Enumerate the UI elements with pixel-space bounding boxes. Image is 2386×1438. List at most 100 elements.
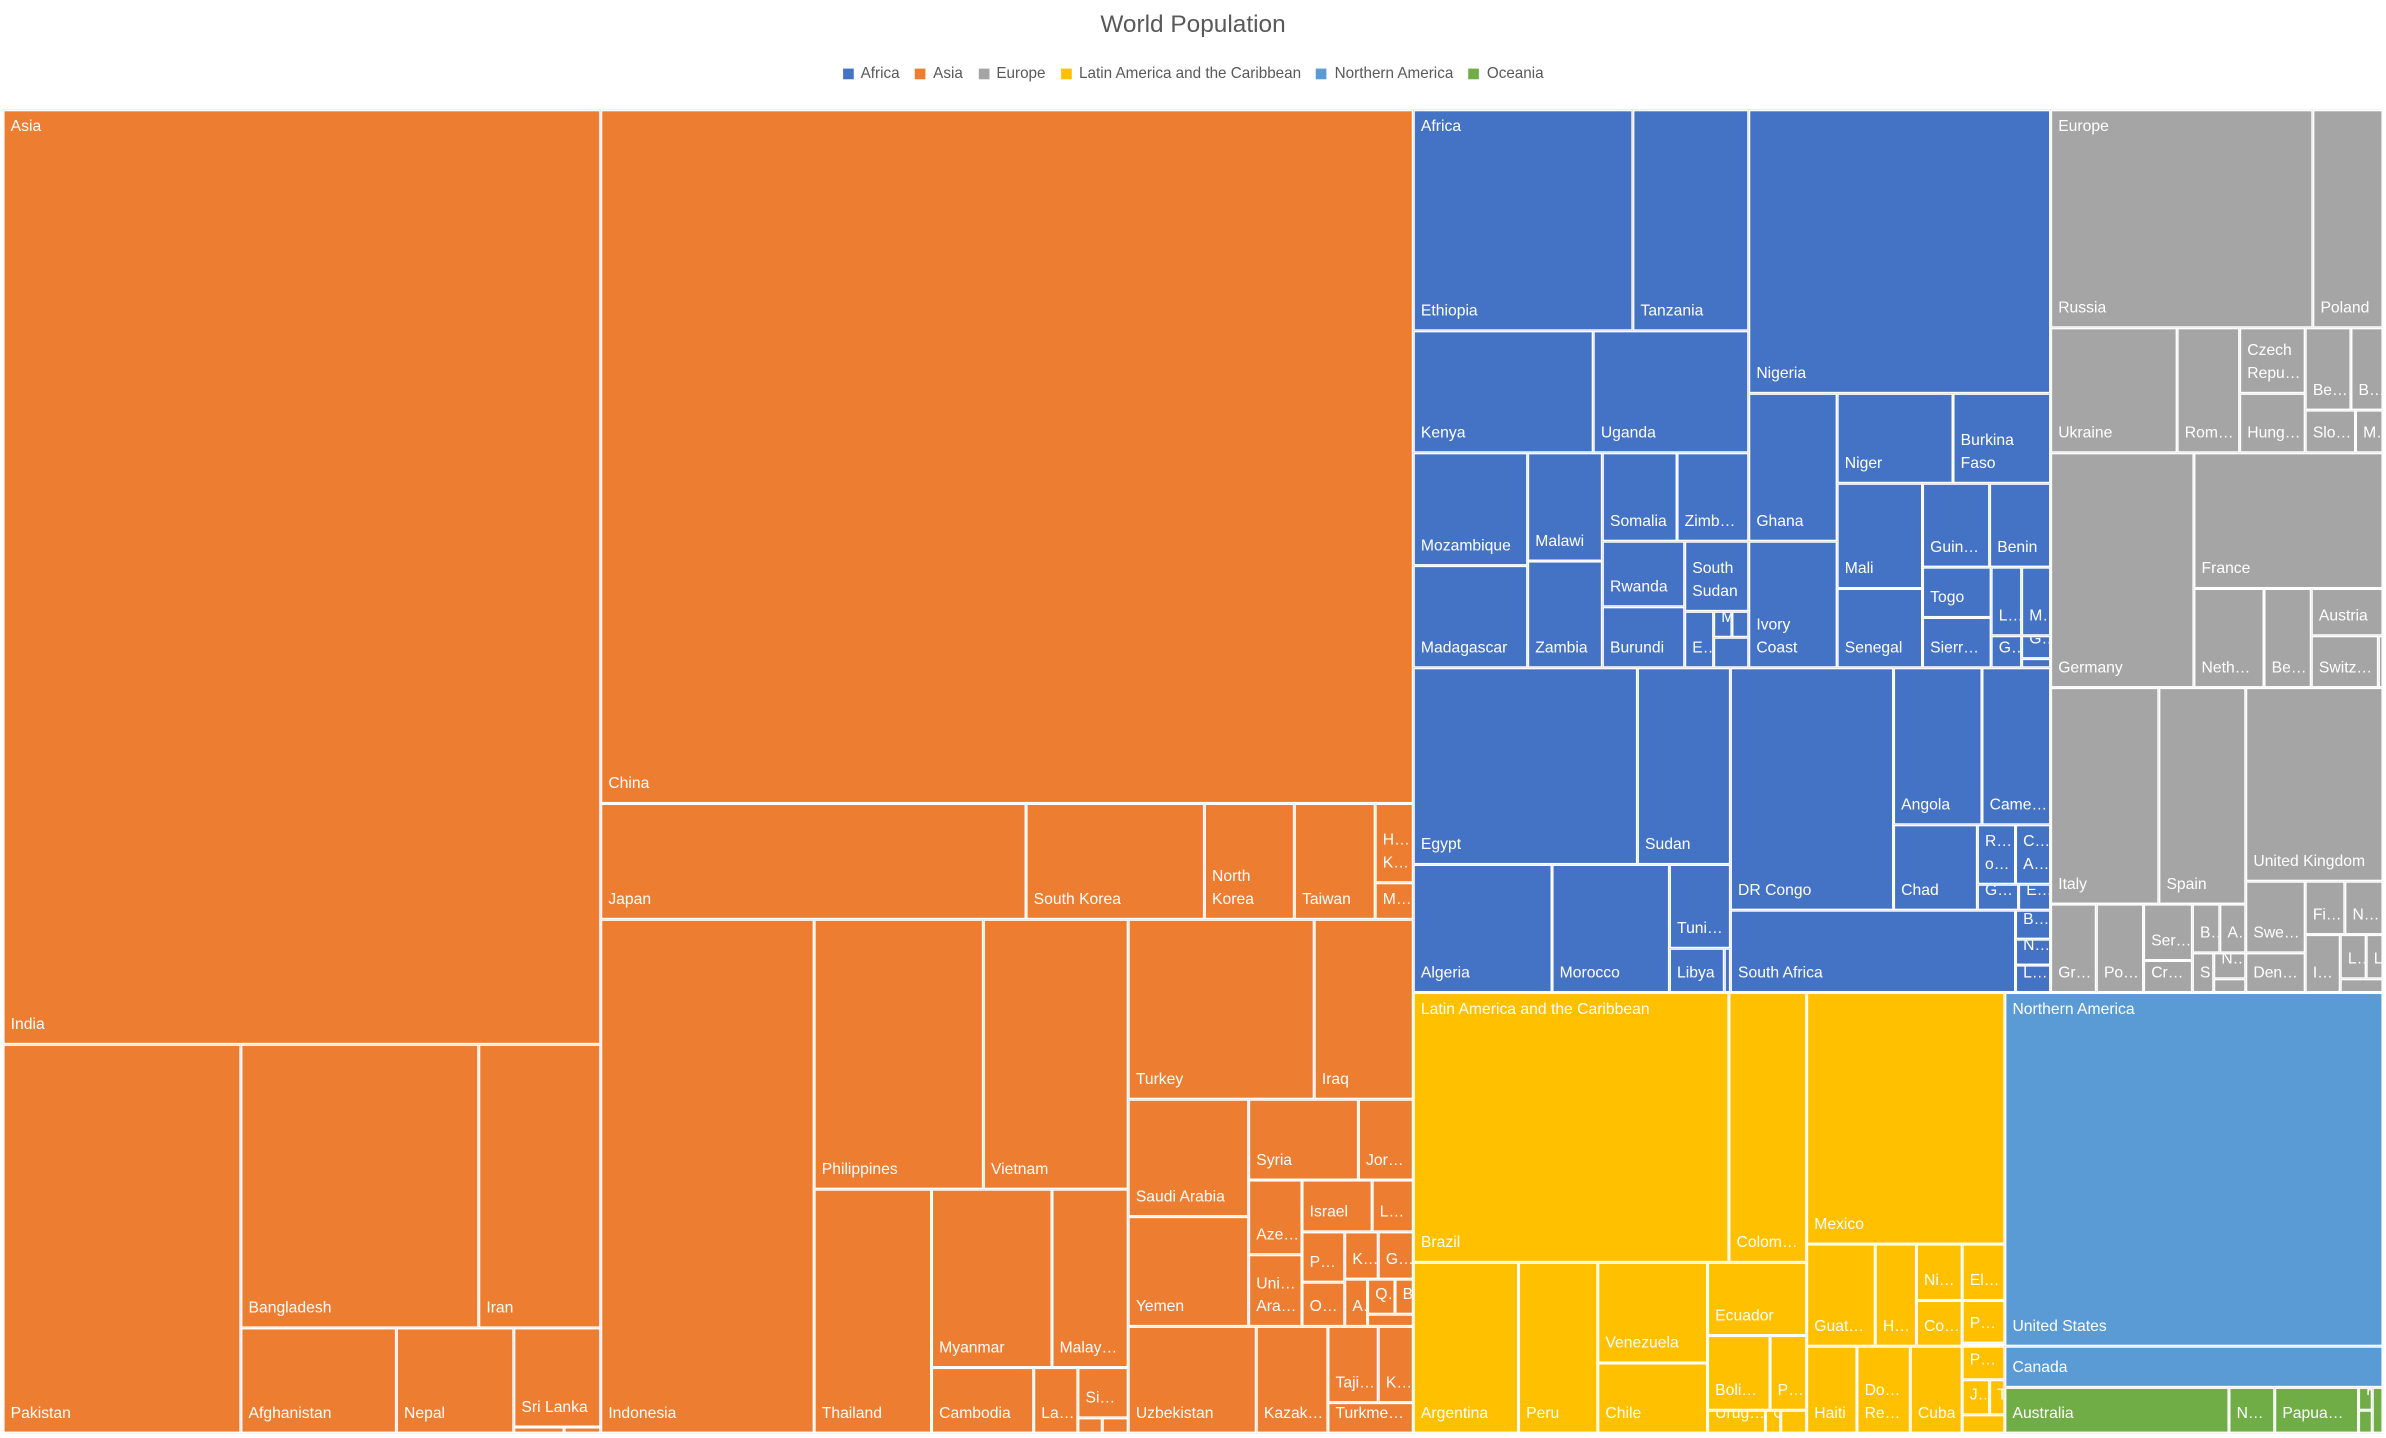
treemap-tile[interactable]: Myanmar	[931, 1189, 1052, 1368]
treemap-tile[interactable]: M…	[2021, 567, 2051, 636]
treemap-tile[interactable]: Madagascar	[1413, 565, 1528, 668]
treemap-tile[interactable]: Tuni…	[1669, 864, 1731, 949]
treemap-tile[interactable]: Si…	[1077, 1367, 1129, 1418]
treemap-tile[interactable]: O…	[1302, 1282, 1345, 1327]
treemap-tile[interactable]: India	[3, 109, 601, 1045]
treemap-tile[interactable]: Argentina	[1413, 1262, 1519, 1434]
treemap-tile[interactable]: B…	[1395, 1279, 1414, 1315]
treemap-tile[interactable]: P…	[1770, 1335, 1807, 1411]
treemap-tile[interactable]: P…	[1962, 1346, 2005, 1380]
treemap-tile[interactable]: Pakistan	[3, 1044, 241, 1434]
treemap-tile[interactable]: A…	[2219, 904, 2246, 953]
treemap-tile[interactable]: H… K…	[1375, 803, 1414, 883]
treemap-tile[interactable]: Cr…	[2143, 960, 2193, 993]
treemap-tile[interactable]: P…	[1962, 1300, 2005, 1344]
treemap-tile[interactable]: Guat…	[1806, 1244, 1876, 1347]
treemap-tile[interactable]: South Africa	[1730, 910, 2016, 993]
treemap-tile[interactable]: Libya	[1669, 948, 1725, 993]
treemap-tile[interactable]: Vietnam	[983, 919, 1129, 1190]
treemap-tile[interactable]: B…	[2015, 910, 2051, 940]
treemap-tile[interactable]: Yemen	[1128, 1216, 1249, 1327]
treemap-tile[interactable]: Swe…	[2245, 881, 2306, 953]
treemap-tile[interactable]	[1077, 1417, 1103, 1434]
treemap-tile[interactable]: Cuba	[1910, 1346, 1963, 1434]
treemap-tile[interactable]: Canada	[2004, 1346, 2383, 1388]
treemap-tile[interactable]	[2378, 635, 2383, 688]
treemap-tile[interactable]	[1731, 611, 1749, 638]
treemap-tile[interactable]: Russia	[2050, 109, 2313, 328]
treemap-tile[interactable]: H…	[1875, 1244, 1917, 1347]
treemap-tile[interactable]: Saudi Arabia	[1128, 1099, 1249, 1217]
treemap-tile[interactable]: N…	[2344, 881, 2383, 935]
treemap-tile[interactable]: Poland	[2312, 109, 2383, 328]
treemap-tile[interactable]: Hung…	[2239, 393, 2306, 453]
treemap-tile[interactable]: North Korea	[1204, 803, 1295, 920]
treemap-tile[interactable]: Mexico	[1806, 992, 2005, 1245]
treemap-tile[interactable]: M…	[1375, 882, 1414, 920]
treemap-tile[interactable]: Somalia	[1602, 452, 1678, 542]
treemap-tile[interactable]: Sri Lanka	[513, 1327, 601, 1428]
treemap-tile[interactable]: M…	[2355, 410, 2383, 453]
treemap-tile[interactable]: Rwanda	[1602, 541, 1685, 607]
treemap-tile[interactable]: L…	[2366, 934, 2383, 979]
treemap-tile[interactable]: Came…	[1981, 667, 2051, 825]
treemap-tile[interactable]: United Kingdom	[2245, 687, 2383, 882]
treemap-tile[interactable]: Peru	[1518, 1262, 1598, 1434]
treemap-tile[interactable]: R… o…	[1977, 824, 2016, 885]
treemap-tile[interactable]: Haiti	[1806, 1346, 1857, 1434]
treemap-tile[interactable]: Chile	[1597, 1362, 1708, 1434]
treemap-tile[interactable]: Guin…	[1922, 483, 1990, 568]
treemap-tile[interactable]: Afghanistan	[240, 1327, 397, 1434]
treemap-tile[interactable]: Brazil	[1413, 992, 1729, 1263]
legend-item[interactable]: Latin America and the Caribbean	[1060, 66, 1301, 82]
treemap-tile[interactable]	[2213, 978, 2246, 993]
treemap-tile[interactable]: Sierr…	[1922, 617, 1992, 668]
treemap-tile[interactable]: Germany	[2050, 452, 2194, 688]
legend-item[interactable]: Africa	[842, 66, 900, 82]
treemap-tile[interactable]: N…	[2228, 1387, 2275, 1434]
legend-item[interactable]: Europe	[978, 66, 1046, 82]
treemap-tile[interactable]: L…	[2340, 934, 2367, 979]
treemap-tile[interactable]: B…	[2192, 904, 2220, 953]
treemap-tile[interactable]: G…	[1991, 635, 2022, 668]
treemap-tile[interactable]: Tanzania	[1632, 109, 1749, 331]
treemap-tile[interactable]: Ni…	[1916, 1244, 1963, 1301]
treemap-tile[interactable]: Turkme…	[1327, 1402, 1414, 1434]
treemap-tile[interactable]: Kazak…	[1256, 1326, 1328, 1434]
treemap-tile[interactable]	[1367, 1314, 1414, 1327]
treemap-tile[interactable]: Urug…	[1707, 1410, 1766, 1434]
treemap-tile[interactable]: Ghana	[1748, 393, 1838, 542]
treemap-tile[interactable]: Israel	[1302, 1180, 1373, 1232]
treemap-tile[interactable]: Do… Re…	[1856, 1346, 1911, 1434]
treemap-tile[interactable]: Burundi	[1602, 606, 1685, 668]
treemap-tile[interactable]: L…	[1991, 567, 2022, 636]
treemap-tile[interactable]: S…	[2192, 952, 2214, 993]
treemap-tile[interactable]: Boli…	[1707, 1335, 1771, 1411]
treemap-tile[interactable]: L…	[2015, 965, 2051, 993]
treemap-tile[interactable]: Neth…	[2193, 588, 2265, 688]
treemap-tile[interactable]: Be…	[2264, 588, 2312, 688]
treemap-tile[interactable]: Togo	[1922, 567, 1992, 618]
treemap-tile[interactable]: G…	[1378, 1231, 1414, 1280]
treemap-tile[interactable]: Slo…	[2305, 410, 2356, 453]
treemap-tile[interactable]: Ser…	[2143, 904, 2193, 961]
treemap-tile[interactable]: Senegal	[1837, 588, 1923, 668]
treemap-tile[interactable]: Zimb…	[1677, 452, 1749, 542]
treemap-tile[interactable]: La…	[1033, 1367, 1078, 1434]
treemap-tile[interactable]: E…	[1684, 611, 1714, 668]
treemap-tile[interactable]: Italy	[2050, 687, 2159, 905]
treemap-tile[interactable]: G…	[1977, 884, 2019, 911]
treemap-tile[interactable]	[2372, 1387, 2383, 1434]
treemap-tile[interactable]: Cambodia	[931, 1367, 1034, 1434]
treemap-tile[interactable]: Mozambique	[1413, 452, 1528, 566]
treemap-tile[interactable]: L…	[1372, 1180, 1414, 1232]
treemap-tile[interactable]: Malay…	[1051, 1189, 1129, 1368]
treemap-tile[interactable]: Australia	[2004, 1387, 2229, 1434]
treemap-tile[interactable]: Venezuela	[1597, 1262, 1708, 1363]
treemap-tile[interactable]: Chad	[1893, 824, 1978, 911]
treemap-tile[interactable]	[1724, 948, 1731, 993]
treemap-tile[interactable]: Rom…	[2177, 327, 2240, 453]
treemap-tile[interactable]: Sudan	[1637, 667, 1731, 865]
treemap-tile[interactable]: Egypt	[1413, 667, 1638, 865]
treemap-tile[interactable]: Niger	[1837, 393, 1954, 484]
